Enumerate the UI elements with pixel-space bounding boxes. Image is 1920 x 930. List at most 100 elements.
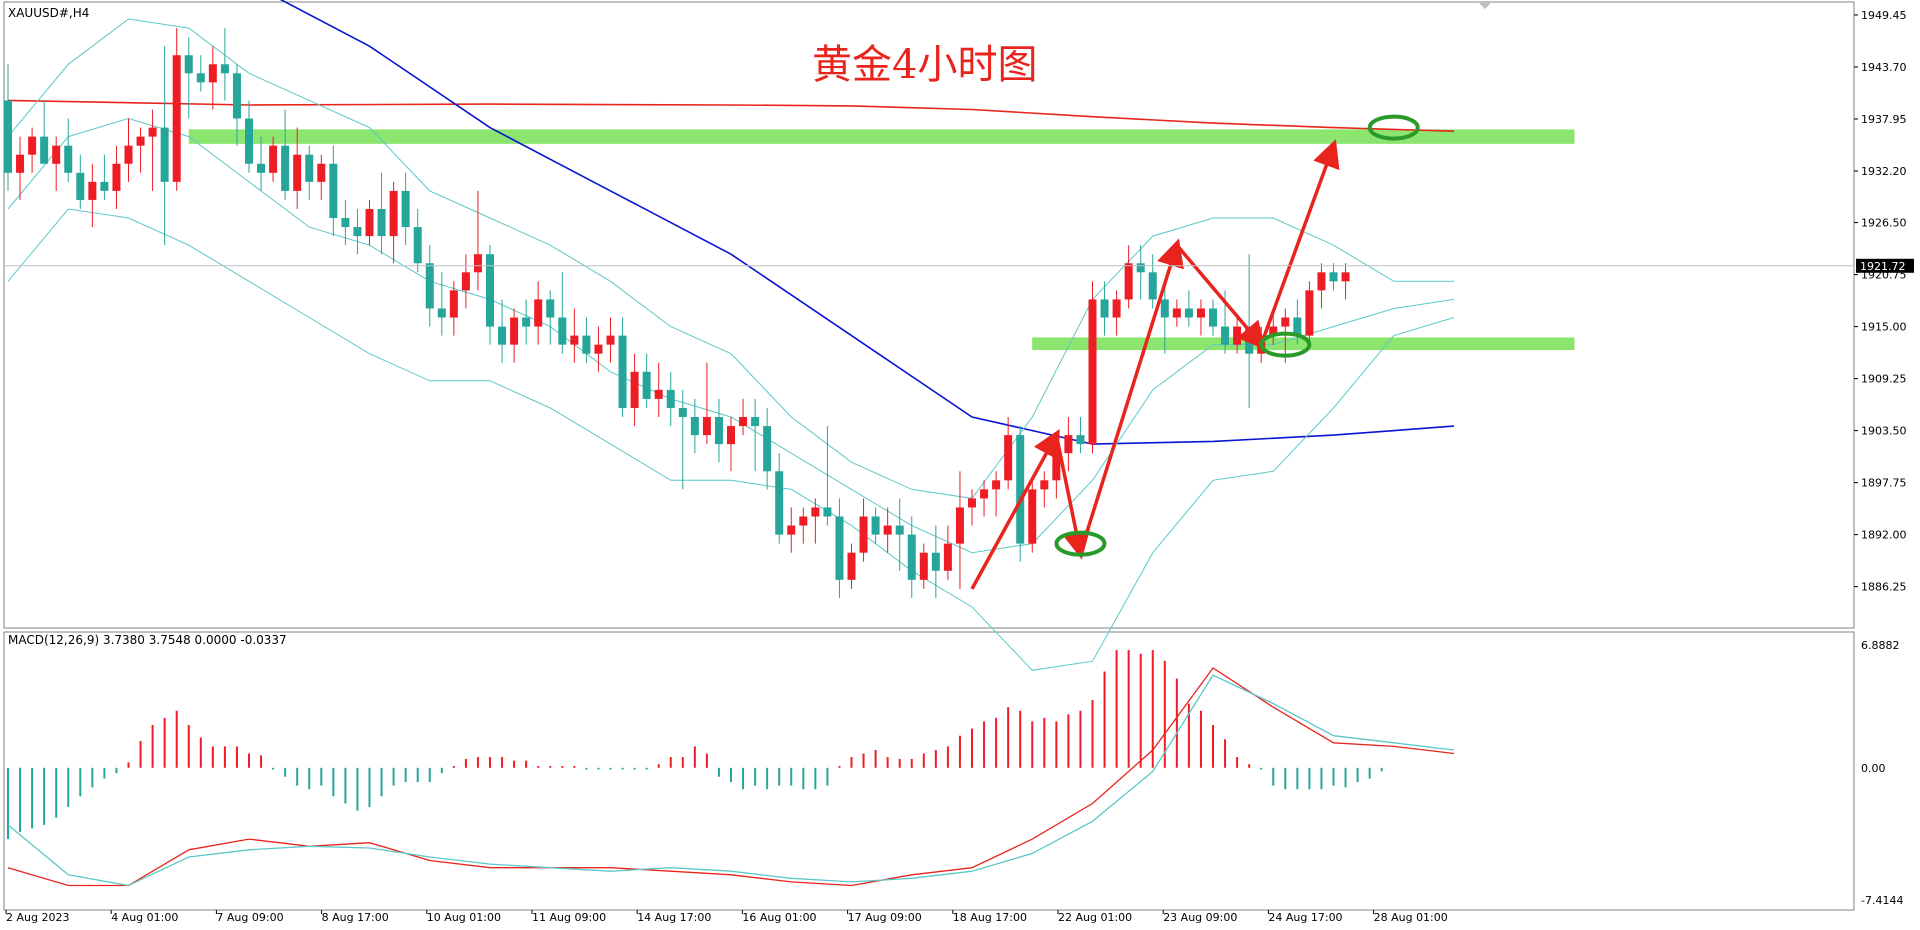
candle-body <box>461 272 470 291</box>
candle-body <box>1293 317 1302 336</box>
candle <box>486 245 494 345</box>
indicator-lines <box>7 0 1455 671</box>
trend-arrows <box>970 139 1340 590</box>
support-resistance-zones <box>188 129 1575 351</box>
candle <box>1148 254 1157 309</box>
candle <box>606 317 615 363</box>
candle-body <box>1100 299 1109 318</box>
candle <box>317 154 326 200</box>
candle-body <box>895 525 904 535</box>
candle-body <box>112 163 121 191</box>
candle-body <box>883 525 892 535</box>
candle-body <box>52 145 61 164</box>
candle <box>690 398 699 454</box>
candle-body <box>281 145 290 191</box>
candle-body <box>329 163 338 219</box>
candle-body <box>486 254 494 327</box>
candle-body <box>510 317 519 345</box>
price-zone-0 <box>188 129 1575 144</box>
candle <box>1196 299 1205 336</box>
candle-body <box>751 417 760 427</box>
candle-body <box>1269 326 1278 336</box>
candle-body <box>570 335 579 345</box>
time-axis: 2 Aug 2023 4 Aug 01:00 7 Aug 09:00 8 Aug 17… <box>5 910 1448 924</box>
candle-body <box>763 426 772 472</box>
candle <box>4 64 12 191</box>
scroll-marker-icon[interactable] <box>1478 2 1492 9</box>
macd-tick-label: 0.00 <box>1861 762 1886 775</box>
candle-body <box>980 489 989 499</box>
candle <box>871 507 880 544</box>
candle <box>160 46 169 246</box>
candle <box>1040 471 1049 508</box>
time-tick-label: 22 Aug 01:00 <box>1058 911 1132 924</box>
candle <box>341 199 350 246</box>
candle <box>449 281 458 336</box>
candle-body <box>449 290 458 318</box>
candle-body <box>389 190 398 237</box>
time-tick-label: 14 Aug 17:00 <box>637 911 711 924</box>
candle-body <box>811 507 820 517</box>
candle-body <box>931 552 940 571</box>
candle-body <box>534 299 543 327</box>
candle <box>546 290 555 345</box>
candle <box>702 362 711 445</box>
time-tick-label: 17 Aug 09:00 <box>848 911 922 924</box>
current-price-box: 1921.72 <box>1856 258 1914 273</box>
candle-body <box>1112 299 1121 318</box>
candle <box>293 127 302 209</box>
price-tick-label: 1903.50 <box>1861 425 1907 438</box>
signal-line <box>7 674 1455 887</box>
candle-body <box>787 525 796 535</box>
indicator-line-1 <box>279 0 1455 445</box>
candle-body <box>305 154 314 182</box>
candle-body <box>88 181 97 200</box>
candle <box>835 498 844 598</box>
price-tick-label: 1892.00 <box>1861 529 1907 542</box>
candle <box>558 272 567 354</box>
price-axis: 1949.451943.701937.951932.201926.501920.… <box>1854 9 1907 594</box>
candle-body <box>4 100 12 173</box>
candle <box>377 172 386 255</box>
candle-body <box>341 218 350 228</box>
highlight-ellipses <box>1054 114 1420 557</box>
candle <box>931 525 940 598</box>
candle <box>1124 245 1133 309</box>
candle <box>1004 417 1013 490</box>
candle <box>16 136 25 200</box>
candle-body <box>317 163 326 182</box>
macd-label: MACD(12,26,9) 3.7380 3.7548 0.0000 -0.03… <box>8 633 287 647</box>
candle <box>257 136 266 191</box>
candle <box>1341 263 1350 300</box>
candle-body <box>64 145 73 173</box>
time-tick-label: 10 Aug 01:00 <box>427 911 501 924</box>
candle <box>943 525 952 580</box>
candle <box>389 181 398 264</box>
candle-body <box>1196 308 1205 318</box>
candle <box>799 507 808 544</box>
candle-body <box>1281 317 1290 327</box>
candle <box>353 208 362 255</box>
candle-body <box>907 534 916 580</box>
indicator-line-0 <box>7 99 1455 132</box>
time-tick-label: 23 Aug 09:00 <box>1163 911 1237 924</box>
candle-body <box>582 335 591 354</box>
candle <box>112 145 121 209</box>
candle-body <box>943 543 952 571</box>
candle <box>787 507 796 553</box>
candle <box>437 272 446 336</box>
candle <box>992 471 1001 517</box>
candle-body <box>690 417 699 436</box>
candle-body <box>968 498 976 508</box>
candle <box>727 417 735 472</box>
price-zone-1 <box>1032 337 1575 351</box>
candle <box>594 326 603 372</box>
candle-body <box>293 154 302 191</box>
candle-body <box>353 227 362 237</box>
candle-body <box>1124 263 1133 300</box>
candle <box>980 480 989 517</box>
candle <box>220 28 229 101</box>
candle <box>666 371 675 427</box>
